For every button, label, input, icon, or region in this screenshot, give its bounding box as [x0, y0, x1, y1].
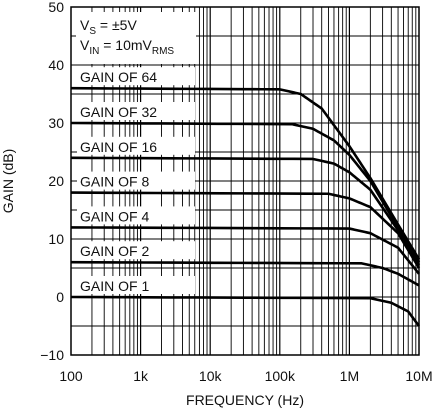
y-tick-label: −10: [40, 347, 64, 363]
condition-input-unit-subscript: RMS: [152, 46, 175, 57]
condition-supply-subscript: S: [89, 26, 96, 37]
series-line-gain-of-2: [70, 260, 420, 287]
series-label-gain-of-4: GAIN OF 4: [80, 208, 149, 224]
conditions-box: VS = ±5V VIN = 10mVRMS: [76, 12, 196, 64]
y-tick-label: 10: [48, 231, 64, 247]
series-label-gain-of-2: GAIN OF 2: [80, 243, 149, 259]
x-tick-labels: 100 1k 10k 100k 1M 10M: [59, 368, 432, 384]
series-line-gain-of-4: [70, 226, 421, 275]
y-tick-label: 20: [48, 173, 64, 189]
y-tick-label: 30: [48, 115, 64, 131]
series-label-background-gain-of-32: [77, 102, 195, 120]
condition-input-symbol: V: [80, 37, 90, 53]
series-label-gain-of-16: GAIN OF 16: [80, 139, 157, 155]
series-label-background-gain-of-1: [77, 276, 195, 294]
x-tick-label: 10k: [199, 368, 223, 384]
series-label-background-gain-of-16: [77, 136, 195, 155]
condition-supply-symbol: V: [80, 17, 90, 33]
series-label-background-gain-of-4: [77, 206, 195, 225]
condition-supply: VS = ±5V: [80, 17, 137, 37]
series-line-gain-of-64: [70, 86, 421, 260]
series-line-gain-of-1: [70, 295, 421, 327]
y-tick-label: 50: [48, 0, 64, 15]
y-axis-title: GAIN (dB): [0, 149, 16, 214]
condition-supply-value: = ±5V: [96, 17, 137, 33]
series-label-background-gain-of-8: [77, 171, 195, 190]
series-label-gain-of-8: GAIN OF 8: [80, 174, 149, 190]
series-line-gain-of-16: [70, 156, 421, 266]
series-label-gain-of-32: GAIN OF 32: [80, 104, 157, 120]
y-tick-label: 0: [56, 289, 64, 305]
series-line-gain-of-8: [70, 191, 421, 269]
x-tick-label: 1M: [340, 368, 359, 384]
plot-frame: [70, 6, 420, 356]
condition-input-value: = 10mV: [99, 37, 152, 53]
series-label-background-gain-of-2: [77, 241, 195, 260]
y-tick-label: 40: [48, 57, 64, 73]
series-label-gain-of-64: GAIN OF 64: [80, 69, 157, 85]
series-label-gain-of-1: GAIN OF 1: [80, 278, 149, 294]
condition-input-subscript: IN: [89, 46, 99, 57]
x-tick-label: 100: [59, 368, 83, 384]
conditions-background: [76, 12, 196, 64]
condition-input: VIN = 10mVRMS: [80, 37, 174, 57]
curves: [70, 86, 421, 327]
series-line-gain-of-32: [70, 121, 421, 263]
x-tick-label: 100k: [265, 368, 296, 384]
x-tick-label: 1k: [133, 368, 149, 384]
x-tick-label: 10M: [405, 368, 432, 384]
series-label-background-gain-of-64: [77, 67, 195, 86]
x-axis-title: FREQUENCY (Hz): [186, 392, 304, 408]
curve-labels: GAIN OF 64 GAIN OF 32 GAIN OF 16 GAIN OF 8 G…: [77, 67, 195, 294]
y-tick-labels: −10 0 10 20 30 40 50: [40, 0, 64, 363]
